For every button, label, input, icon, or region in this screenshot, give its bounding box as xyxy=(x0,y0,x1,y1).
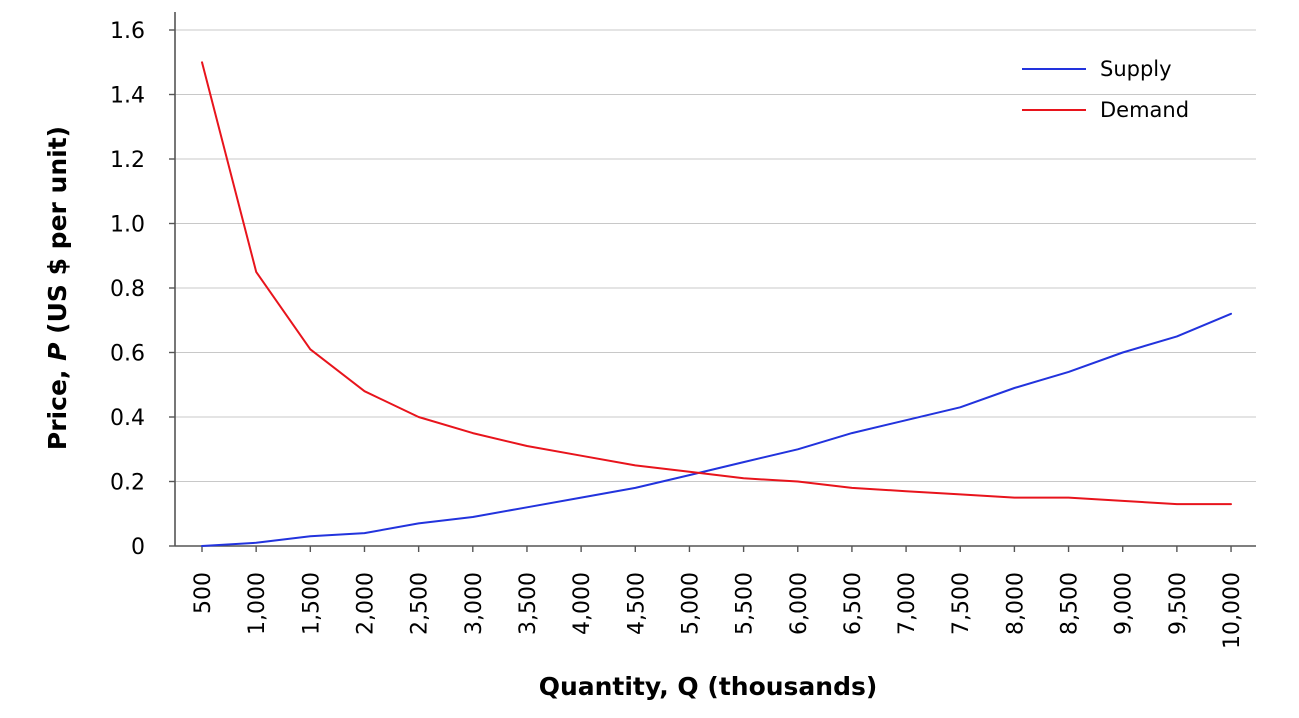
y-axis-title-prefix: Price, xyxy=(43,361,72,450)
y-tick-label: 0.4 xyxy=(110,406,145,431)
x-axis-ticks: 500 1,000 1,500 2,000 2,500 3,000 3,500 4,000 4,… xyxy=(191,546,1245,649)
y-axis-title: Price, P (US $ per unit) xyxy=(43,126,72,450)
x-tick-label: 5,000 xyxy=(678,572,703,635)
y-tick-label: 0.2 xyxy=(110,471,145,496)
x-tick-label: 5,500 xyxy=(733,572,758,635)
y-tick-label: 1.6 xyxy=(110,19,145,44)
y-tick-label: 1.2 xyxy=(110,148,145,173)
y-tick-label: 1.0 xyxy=(110,213,145,238)
y-axis-title-variable: P xyxy=(43,343,72,361)
axes xyxy=(174,12,1256,547)
x-tick-label: 4,500 xyxy=(624,572,649,635)
x-tick-label: 8,000 xyxy=(1003,572,1028,635)
x-tick-label: 7,000 xyxy=(895,572,920,635)
x-tick-label: 500 xyxy=(191,572,216,614)
y-tick-label: 0.8 xyxy=(110,277,145,302)
y-axis-title-suffix: (US $ per unit) xyxy=(43,126,72,343)
x-tick-label: 2,500 xyxy=(408,572,433,635)
x-tick-label: 6,500 xyxy=(841,572,866,635)
x-tick-label: 9,000 xyxy=(1112,572,1137,635)
x-tick-label: 7,500 xyxy=(949,572,974,635)
x-axis-title: Quantity, Q (thousands) xyxy=(539,672,878,701)
legend: Supply Demand xyxy=(1022,57,1189,122)
legend-label-demand: Demand xyxy=(1100,98,1189,122)
y-tick-label: 0.6 xyxy=(110,342,145,367)
x-tick-label: 6,000 xyxy=(787,572,812,635)
x-tick-label: 4,000 xyxy=(570,572,595,635)
y-tick-label: 1.4 xyxy=(110,84,145,109)
x-tick-label: 3,500 xyxy=(516,572,541,635)
series-line-supply xyxy=(201,312,1232,547)
x-tick-label: 2,000 xyxy=(353,572,378,635)
series-lines xyxy=(201,61,1232,547)
y-tick-label: 0 xyxy=(131,535,145,560)
x-tick-label: 9,500 xyxy=(1166,572,1191,635)
x-tick-label: 10,000 xyxy=(1220,572,1245,649)
series-line-demand xyxy=(201,61,1232,506)
gridlines xyxy=(175,29,1256,482)
y-axis-ticks: 0 0.2 0.4 0.6 0.8 1.0 1.2 1.4 1.6 xyxy=(110,19,175,560)
x-tick-label: 8,500 xyxy=(1058,572,1083,635)
x-tick-label: 3,000 xyxy=(462,572,487,635)
x-tick-label: 1,000 xyxy=(245,572,270,635)
legend-label-supply: Supply xyxy=(1100,57,1172,81)
x-tick-label: 1,500 xyxy=(299,572,324,635)
